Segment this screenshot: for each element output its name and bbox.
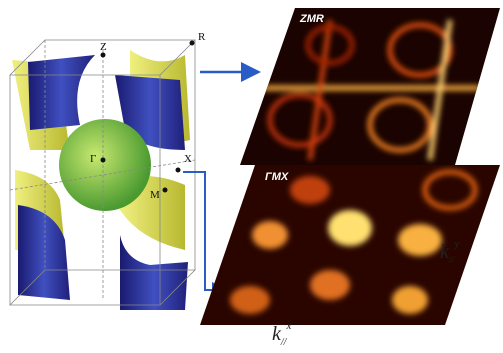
arrow — [183, 171, 228, 298]
superscript: y — [453, 238, 459, 250]
point-label: Γ — [90, 153, 96, 165]
axis-label: k// x — [272, 320, 291, 348]
point-label: Z — [100, 41, 107, 53]
point-label: X — [184, 153, 192, 165]
subscript: // — [280, 337, 288, 348]
heatmap — [200, 165, 500, 325]
axis-label: k// y — [440, 238, 459, 266]
point-label: M — [150, 189, 160, 201]
symbol: k — [440, 241, 450, 263]
fermi-surface — [9, 39, 196, 310]
panel-label: ZMR — [299, 13, 324, 25]
subscript: // — [448, 255, 456, 266]
point-label: R — [198, 31, 206, 43]
panel-label: ΓMX — [265, 171, 289, 183]
heatmap — [240, 8, 500, 165]
symbol: k — [272, 323, 282, 345]
superscript: x — [285, 320, 291, 332]
